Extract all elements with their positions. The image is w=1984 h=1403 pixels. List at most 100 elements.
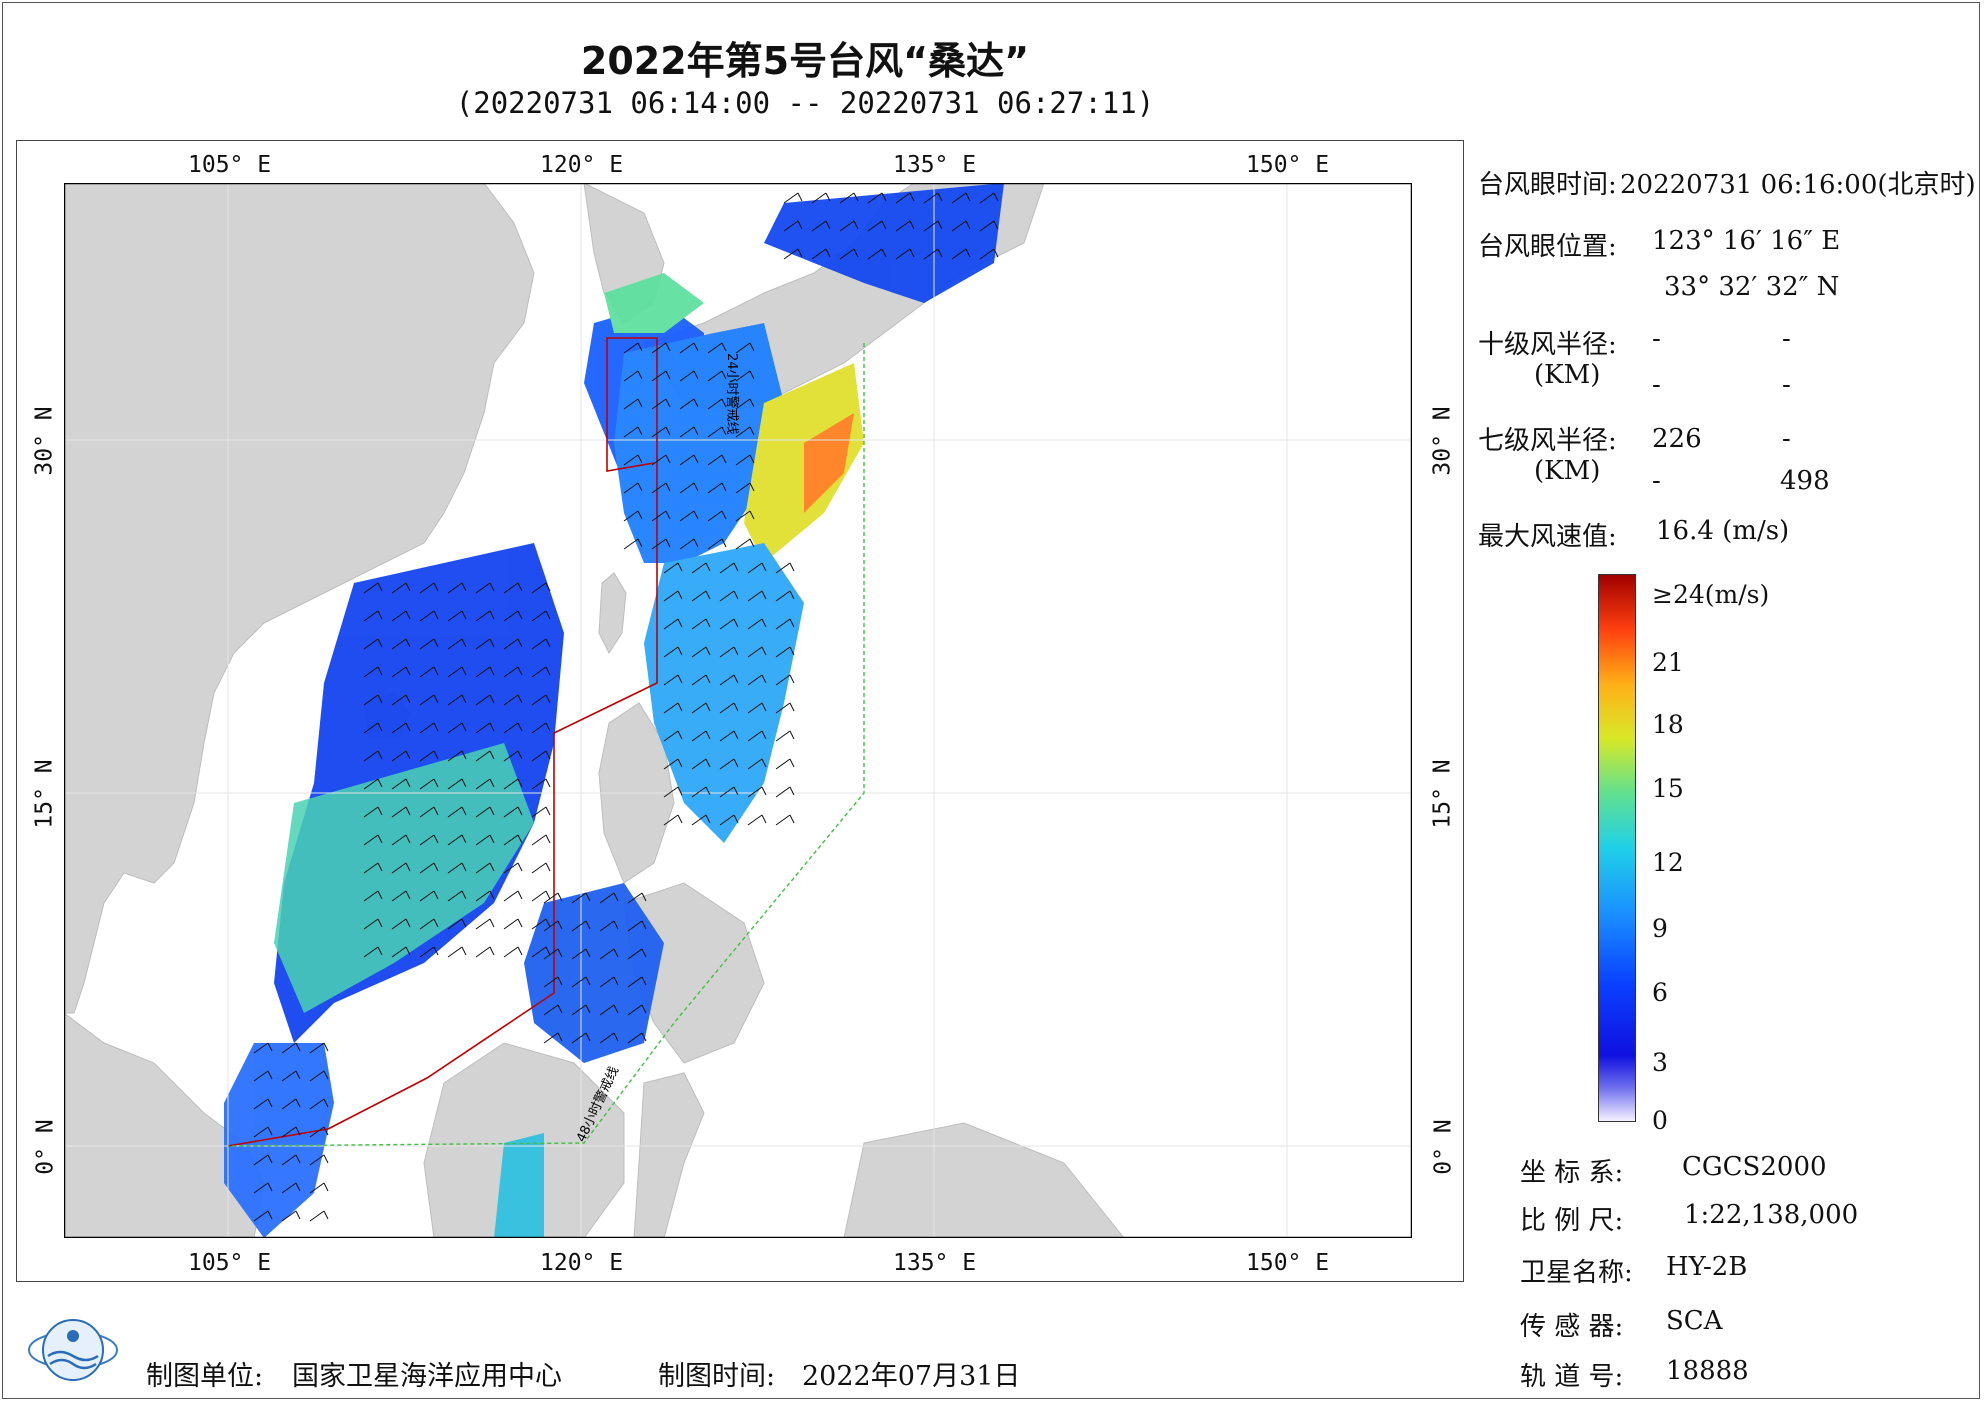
wind-barb: [691, 562, 711, 574]
wind-swath-yellow-sea: [604, 273, 704, 333]
wind-barb: [735, 510, 755, 522]
eye-time-value: 20220731 06:16:00(北京时): [1620, 170, 1976, 200]
wind-barb: [419, 806, 439, 818]
eye-time-label: 台风眼时间:: [1478, 170, 1617, 200]
wind-barb: [623, 510, 643, 522]
wind-barb: [839, 192, 859, 204]
wind-barb: [391, 638, 411, 650]
wind-barb: [599, 948, 619, 960]
wind-swath-borneo: [224, 1043, 334, 1238]
wind-barb: [707, 426, 727, 438]
wind-barb: [679, 342, 699, 354]
wind-barb: [735, 426, 755, 438]
wind-barb: [531, 666, 551, 678]
wind-barb: [503, 778, 523, 790]
eye-longitude: 123° 16′ 16″ E: [1652, 226, 1841, 256]
wind-barb: [691, 814, 711, 826]
lon-top-150: 150° E: [1246, 152, 1330, 178]
wind-barb: [531, 890, 551, 902]
wind-barb: [651, 426, 671, 438]
wind-barb: [775, 590, 795, 602]
r7-value-1: 226: [1652, 424, 1702, 454]
wind-barb: [867, 220, 887, 232]
wind-barb: [747, 758, 767, 770]
wind-barb: [747, 702, 767, 714]
wind-barb: [747, 814, 767, 826]
wind-barb: [979, 220, 999, 232]
wind-barb: [253, 1126, 273, 1138]
wind-barb: [651, 482, 671, 494]
wind-barb: [531, 694, 551, 706]
wind-barb: [531, 806, 551, 818]
date-value: 2022年07月31日: [802, 1361, 1021, 1392]
wind-barb: [679, 426, 699, 438]
wind-barb: [447, 778, 467, 790]
wind-barb: [543, 1032, 563, 1044]
wind-barb: [503, 890, 523, 902]
wind-barb: [735, 538, 755, 550]
wind-barb: [391, 778, 411, 790]
wind-barb: [447, 666, 467, 678]
taiwan-island: [598, 572, 627, 655]
wind-barb: [627, 948, 647, 960]
wind-barb: [391, 890, 411, 902]
wind-barb: [281, 1070, 301, 1082]
wind-barb: [719, 814, 739, 826]
wind-barb: [663, 618, 683, 630]
wind-field-map: 24小时警戒线 48小时警戒线: [64, 183, 1412, 1238]
colorbar-label-21: 21: [1652, 648, 1684, 677]
r10-label: 十级风半径:: [1478, 330, 1617, 360]
wind-barb: [419, 666, 439, 678]
wind-barb: [599, 976, 619, 988]
r10-value-2: -: [1782, 324, 1791, 354]
wind-barb: [309, 1070, 329, 1082]
map-subtitle: (20220731 06:14:00 -- 20220731 06:27:11): [455, 86, 1155, 120]
wind-barb: [599, 1004, 619, 1016]
wind-swath-max: [804, 413, 854, 513]
wind-barb: [391, 862, 411, 874]
wind-barb: [811, 248, 831, 260]
scale-value: 1:22,138,000: [1684, 1200, 1859, 1230]
sulawesi-island: [633, 1072, 705, 1238]
wind-barb: [503, 722, 523, 734]
wind-barb: [719, 786, 739, 798]
lat-left-15: 15° N: [31, 759, 58, 829]
wind-barb: [679, 538, 699, 550]
wind-barb: [571, 948, 591, 960]
wind-barb: [623, 482, 643, 494]
wind-barb: [747, 730, 767, 742]
wind-barb: [775, 674, 795, 686]
wind-barb: [363, 946, 383, 958]
wind-barb: [651, 510, 671, 522]
new-guinea-island: [843, 1122, 1125, 1238]
lon-bottom-120: 120° E: [540, 1250, 624, 1276]
wind-barb: [363, 862, 383, 874]
wind-barb: [363, 582, 383, 594]
wind-barb: [735, 342, 755, 354]
wind-barb: [627, 1032, 647, 1044]
wind-barb: [391, 806, 411, 818]
wind-barb: [691, 786, 711, 798]
date-label: 制图时间:: [658, 1361, 776, 1392]
lat-right-30: 30° N: [1429, 406, 1456, 476]
wind-barb: [419, 750, 439, 762]
wind-barb: [719, 590, 739, 602]
wind-barb: [503, 666, 523, 678]
wind-barb: [691, 730, 711, 742]
wind-barb: [475, 582, 495, 594]
wind-barb: [363, 666, 383, 678]
wind-barb: [503, 582, 523, 594]
wind-barb: [979, 248, 999, 260]
wind-barb: [735, 454, 755, 466]
wind-barb: [503, 750, 523, 762]
wind-swath-japan-east: [764, 183, 1004, 303]
lon-bottom-105: 105° E: [188, 1250, 272, 1276]
wind-barb: [391, 834, 411, 846]
wind-barb: [691, 590, 711, 602]
wind-barb: [627, 892, 647, 904]
nsoas-logo: [28, 1319, 118, 1381]
wind-barb: [719, 702, 739, 714]
wind-barb: [475, 806, 495, 818]
wind-barb: [531, 918, 551, 930]
lat-left-30: 30° N: [31, 406, 58, 476]
